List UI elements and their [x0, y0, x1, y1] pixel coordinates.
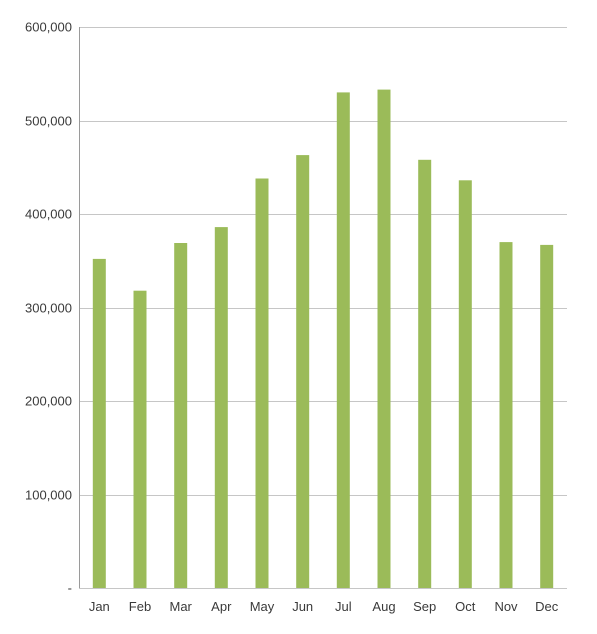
x-tick-label-jul: Jul: [335, 599, 352, 614]
x-tick-label-jun: Jun: [292, 599, 313, 614]
y-tick-label: 300,000: [25, 301, 72, 316]
bar-apr: [214, 227, 228, 588]
x-tick-label-feb: Feb: [129, 599, 151, 614]
bars: [92, 89, 554, 589]
y-tick-label: 200,000: [25, 394, 72, 409]
gridlines: [79, 27, 567, 589]
x-tick-label-may: May: [250, 599, 275, 614]
x-tick-label-nov: Nov: [494, 599, 518, 614]
x-tick-label-mar: Mar: [170, 599, 193, 614]
bar-aug: [377, 89, 391, 588]
y-tick-label: -: [68, 581, 72, 596]
y-tick-label: 500,000: [25, 114, 72, 129]
x-tick-label-oct: Oct: [455, 599, 476, 614]
bar-jan: [92, 258, 106, 588]
x-tick-label-dec: Dec: [535, 599, 559, 614]
x-axis-ticks: Jan Feb Mar Apr May Jun Jul Aug Sep Oct Nov Dec: [89, 599, 559, 614]
x-tick-label-apr: Apr: [211, 599, 232, 614]
y-tick-label: 400,000: [25, 207, 72, 222]
y-axis-ticks: - 100,000 200,000 300,000 400,000 500,000 600,…: [25, 20, 72, 596]
bar-sep: [418, 159, 432, 589]
y-tick-label: 600,000: [25, 20, 72, 35]
x-tick-label-aug: Aug: [372, 599, 395, 614]
bar-jun: [296, 155, 310, 588]
x-tick-label-sep: Sep: [413, 599, 436, 614]
bar-dec: [540, 244, 554, 588]
bar-oct: [458, 180, 472, 589]
y-tick-label: 100,000: [25, 488, 72, 503]
bar-jul: [336, 92, 350, 589]
x-tick-label-jan: Jan: [89, 599, 110, 614]
bar-may: [255, 178, 269, 588]
bar-nov: [499, 242, 513, 588]
bar-mar: [174, 243, 188, 588]
bar-feb: [133, 290, 147, 588]
